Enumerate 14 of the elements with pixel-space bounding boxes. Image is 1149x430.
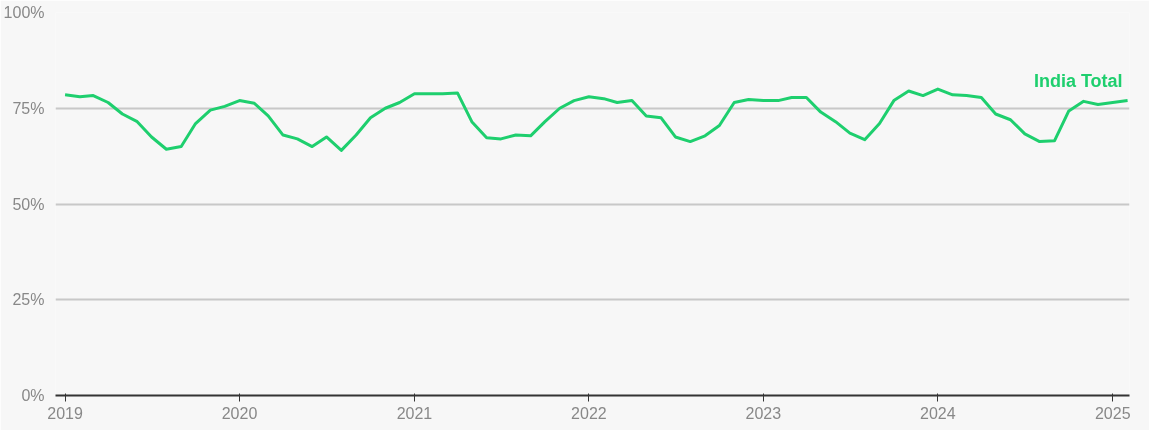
line-series [63, 87, 1130, 152]
y-tick-label: 25% [12, 291, 45, 309]
x-tick-label: 2021 [396, 404, 433, 422]
y-tick-label: 75% [12, 99, 45, 117]
x-tick-label: 2024 [920, 404, 956, 422]
x-tick-label: 2019 [47, 404, 83, 422]
x-tick-label: 2020 [221, 404, 258, 422]
x-tick-label: 2022 [571, 404, 607, 422]
x-tick-label: 2025 [1094, 404, 1131, 422]
series-label: India Total [1033, 70, 1123, 91]
y-tick-label: 100% [3, 4, 45, 21]
y-tick-label: 0% [21, 387, 45, 404]
x-tick-label: 2023 [745, 404, 782, 422]
y-tick-label: 50% [12, 195, 45, 213]
